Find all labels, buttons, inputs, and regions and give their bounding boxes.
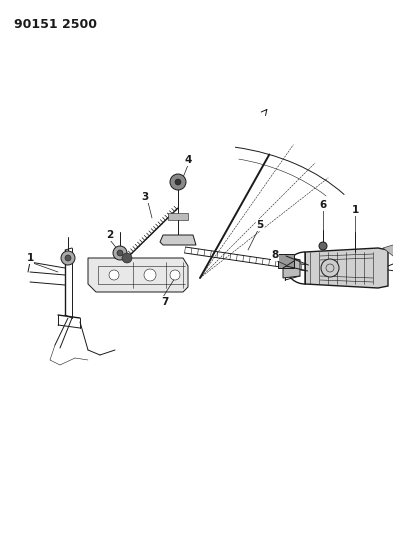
Polygon shape bbox=[160, 235, 196, 245]
Text: 90151 2500: 90151 2500 bbox=[14, 18, 97, 31]
Polygon shape bbox=[278, 254, 294, 268]
Circle shape bbox=[319, 242, 327, 250]
Text: 3: 3 bbox=[141, 192, 149, 202]
Circle shape bbox=[113, 246, 127, 260]
Text: 1: 1 bbox=[26, 253, 34, 263]
Text: 2: 2 bbox=[107, 230, 114, 240]
Circle shape bbox=[175, 179, 181, 185]
Circle shape bbox=[122, 253, 132, 263]
Circle shape bbox=[117, 250, 123, 256]
Polygon shape bbox=[283, 258, 300, 278]
Text: 4: 4 bbox=[184, 155, 192, 165]
Text: 7: 7 bbox=[161, 297, 169, 307]
Circle shape bbox=[170, 270, 180, 280]
Polygon shape bbox=[305, 248, 388, 288]
Polygon shape bbox=[168, 213, 188, 220]
Circle shape bbox=[170, 174, 186, 190]
Text: 1: 1 bbox=[351, 205, 359, 215]
Circle shape bbox=[65, 255, 71, 261]
Text: 6: 6 bbox=[320, 200, 327, 210]
Polygon shape bbox=[383, 244, 393, 256]
Circle shape bbox=[61, 251, 75, 265]
Text: 5: 5 bbox=[256, 220, 264, 230]
Circle shape bbox=[144, 269, 156, 281]
Circle shape bbox=[109, 270, 119, 280]
Polygon shape bbox=[88, 258, 188, 292]
Circle shape bbox=[321, 259, 339, 277]
Text: 8: 8 bbox=[272, 250, 279, 260]
